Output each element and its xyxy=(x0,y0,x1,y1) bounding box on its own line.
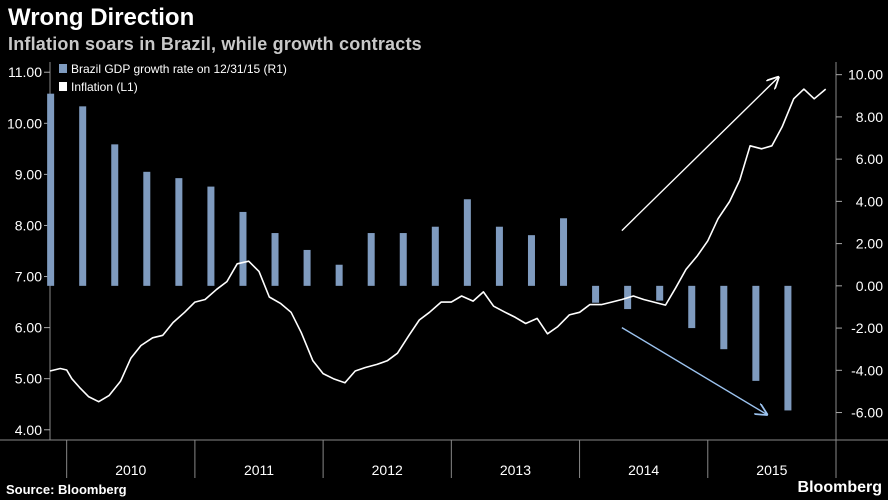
right-tick-label: 8.00 xyxy=(856,109,883,125)
gdp-bar xyxy=(207,186,215,286)
inflation-up-arrow xyxy=(621,77,778,232)
right-tick-label: 4.00 xyxy=(856,193,883,209)
year-label: 2010 xyxy=(115,462,146,478)
left-tick-label: 11.00 xyxy=(8,64,42,80)
right-tick-label: 10.00 xyxy=(848,67,883,83)
gdp-bar xyxy=(47,93,55,286)
right-tick-label: -2.00 xyxy=(851,320,883,336)
left-tick-label: 8.00 xyxy=(15,217,42,233)
year-label: 2014 xyxy=(628,462,659,478)
chart-title: Wrong Direction xyxy=(8,4,195,31)
gdp-bar xyxy=(560,218,568,286)
gdp-bar xyxy=(592,285,600,303)
right-tick-label: -6.00 xyxy=(851,405,883,421)
legend-label: Inflation (L1) xyxy=(71,80,138,94)
right-tick-label: 0.00 xyxy=(856,278,883,294)
right-tick-label: 6.00 xyxy=(856,151,883,167)
left-tick-label: 7.00 xyxy=(15,269,42,285)
year-label: 2013 xyxy=(500,462,531,478)
year-label: 2011 xyxy=(244,462,274,478)
gdp-bar xyxy=(367,233,375,286)
gdp-bar xyxy=(303,249,311,286)
right-tick-label: -4.00 xyxy=(851,362,883,378)
gdp-bar xyxy=(143,171,151,286)
gdp-bar xyxy=(271,233,279,286)
gdp-bar xyxy=(463,199,471,286)
right-tick-label: 2.00 xyxy=(856,236,883,252)
legend: Brazil GDP growth rate on 12/31/15 (R1) I… xyxy=(59,62,287,94)
left-tick-label: 5.00 xyxy=(15,371,42,387)
gdp-bar xyxy=(111,144,119,286)
legend-swatch xyxy=(59,64,67,73)
gdp-bar xyxy=(79,106,87,286)
gdp-bar xyxy=(720,285,728,350)
left-tick-label: 9.00 xyxy=(15,166,42,182)
chart-subtitle: Inflation soars in Brazil, while growth … xyxy=(8,34,422,54)
brand-logo: Bloomberg xyxy=(797,479,882,496)
legend-label: Brazil GDP growth rate on 12/31/15 (R1) xyxy=(71,62,287,76)
left-tick-label: 10.00 xyxy=(7,115,42,131)
gdp-bar xyxy=(495,226,503,286)
source-note: Source: Bloomberg xyxy=(6,482,127,497)
gdp-bar xyxy=(175,178,183,286)
growth-down-arrow xyxy=(621,327,767,415)
gdp-bar xyxy=(431,226,439,286)
left-tick-label: 6.00 xyxy=(15,320,42,336)
gdp-bar xyxy=(656,285,664,301)
year-label: 2012 xyxy=(372,462,403,478)
year-label: 2015 xyxy=(756,462,787,478)
gdp-bar xyxy=(399,233,407,286)
gdp-bar xyxy=(784,285,792,411)
gdp-bar xyxy=(688,285,696,329)
inflation-line xyxy=(49,88,827,403)
gdp-bar xyxy=(527,235,535,286)
gdp-bar xyxy=(239,211,247,286)
legend-swatch xyxy=(59,82,67,91)
gdp-bar xyxy=(752,285,760,381)
left-tick-label: 4.00 xyxy=(15,422,42,438)
gdp-bar xyxy=(335,264,343,286)
